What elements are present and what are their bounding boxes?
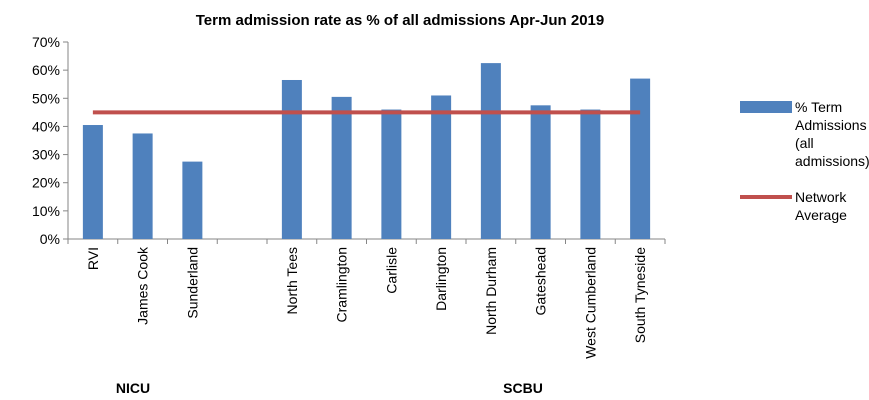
x-tick-label: Carlisle xyxy=(383,247,399,294)
x-tick-label: West Cumberland xyxy=(582,247,598,359)
x-tick-label: South Tyneside xyxy=(632,247,648,343)
x-tick-label: North Tees xyxy=(284,247,300,314)
y-tick-label: 40% xyxy=(32,118,60,134)
bar xyxy=(281,79,302,239)
y-tick-label: 0% xyxy=(40,231,60,247)
legend-key xyxy=(740,101,792,113)
chart-title: Term admission rate as % of all admissio… xyxy=(196,12,604,29)
y-tick-label: 50% xyxy=(32,90,60,106)
legend-label: % Term Admissions (all admissions) xyxy=(795,99,869,169)
bar xyxy=(331,96,352,239)
bar xyxy=(480,63,501,239)
x-tick-label: Gateshead xyxy=(533,247,549,316)
bar xyxy=(580,109,601,240)
group-label: NICU xyxy=(116,380,150,396)
legend-label: Network Average xyxy=(795,189,847,223)
y-tick-label: 60% xyxy=(32,62,60,78)
x-tick-label: Cramlington xyxy=(334,247,350,322)
x-tick-label: North Durham xyxy=(483,247,499,335)
group-label: SCBU xyxy=(503,380,543,396)
x-tick-label: RVI xyxy=(85,247,101,270)
y-tick-label: 30% xyxy=(32,147,60,163)
y-tick-label: 10% xyxy=(32,203,60,219)
x-tick-label: James Cook xyxy=(135,246,151,325)
y-tick-label: 20% xyxy=(32,175,60,191)
bar xyxy=(630,78,651,239)
bar xyxy=(82,125,103,239)
bar xyxy=(182,161,203,239)
bar xyxy=(381,109,402,240)
y-tick-label: 70% xyxy=(32,34,60,50)
x-tick-label: Darlington xyxy=(433,247,449,311)
x-tick-label: Sunderland xyxy=(184,247,200,319)
bar xyxy=(431,95,452,239)
bar xyxy=(530,105,551,239)
bar xyxy=(132,133,153,239)
